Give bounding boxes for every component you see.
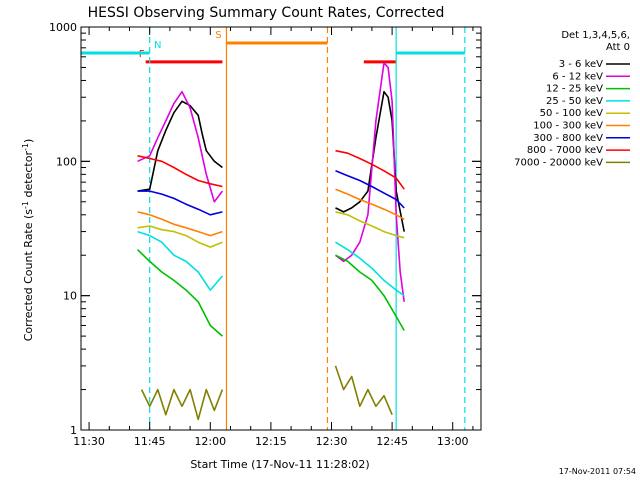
y-tick-label: 1000 <box>49 21 77 34</box>
flag-label-N: N <box>154 40 161 51</box>
x-tick-label: 13:00 <box>437 435 469 448</box>
legend-label: 25 - 50 keV <box>546 96 603 107</box>
series-line-5-seg-0 <box>137 211 223 237</box>
series-line-0-seg-0 <box>137 100 223 192</box>
legend-label: 300 - 800 keV <box>533 133 603 144</box>
series-line-6-seg-1 <box>335 170 405 209</box>
flags-layer: FNS <box>81 30 465 64</box>
plot-frame <box>80 26 482 431</box>
series-line-3-seg-0 <box>137 230 224 291</box>
series-line-1-seg-1 <box>335 62 405 302</box>
x-tick-label: 11:45 <box>134 435 166 448</box>
series-line-5-seg-1 <box>335 188 405 220</box>
x-tick-label: 12:00 <box>194 435 226 448</box>
y-axis-label: Corrected Count Rate (s-1 detector-1) <box>21 139 35 342</box>
series-layer <box>137 62 405 421</box>
flag-label-S: S <box>215 30 221 41</box>
chart-title: HESSI Observing Summary Count Rates, Cor… <box>88 5 445 21</box>
x-tick-label: 11:30 <box>73 435 105 448</box>
axes-layer: 11:30 11:45 12:00 12:15 12:30 12:45 13:00 1 10 10… <box>49 21 482 448</box>
legend-header-line2: Att 0 <box>606 42 630 53</box>
series-line-2-seg-0 <box>137 249 223 337</box>
series-line-2-seg-1 <box>335 254 405 331</box>
y-tick-label: 100 <box>56 155 77 168</box>
series-line-8-seg-0 <box>140 388 224 421</box>
x-tick-label: 12:15 <box>255 435 287 448</box>
series-line-3-seg-1 <box>335 241 405 297</box>
series-line-7-seg-0 <box>137 155 223 188</box>
legend-label: 12 - 25 keV <box>546 84 603 95</box>
legend-label: 6 - 12 keV <box>552 71 603 82</box>
series-line-4-seg-0 <box>137 225 223 248</box>
legend-label: 50 - 100 keV <box>540 108 604 119</box>
legend-label: 7000 - 20000 keV <box>514 157 603 168</box>
x-axis-label: Start Time (17-Nov-11 11:28:02) <box>190 458 369 471</box>
legend-label: 100 - 300 keV <box>533 121 603 132</box>
series-line-4-seg-1 <box>335 211 405 239</box>
x-tick-label: 12:30 <box>316 435 348 448</box>
series-line-6-seg-0 <box>137 190 223 216</box>
legend-label: 800 - 7000 keV <box>527 145 603 156</box>
vertical-lines-layer <box>149 27 466 430</box>
y-tick-label: 10 <box>63 290 77 303</box>
series-line-7-seg-1 <box>335 149 405 190</box>
legend-header-line1: Det 1,3,4,5,6, <box>561 30 630 41</box>
timestamp: 17-Nov-2011 07:54 <box>559 467 636 476</box>
legend-label: 3 - 6 keV <box>559 59 603 70</box>
y-tick-label: 1 <box>70 424 77 437</box>
series-line-8-seg-1 <box>334 365 393 416</box>
x-tick-label: 12:45 <box>376 435 408 448</box>
